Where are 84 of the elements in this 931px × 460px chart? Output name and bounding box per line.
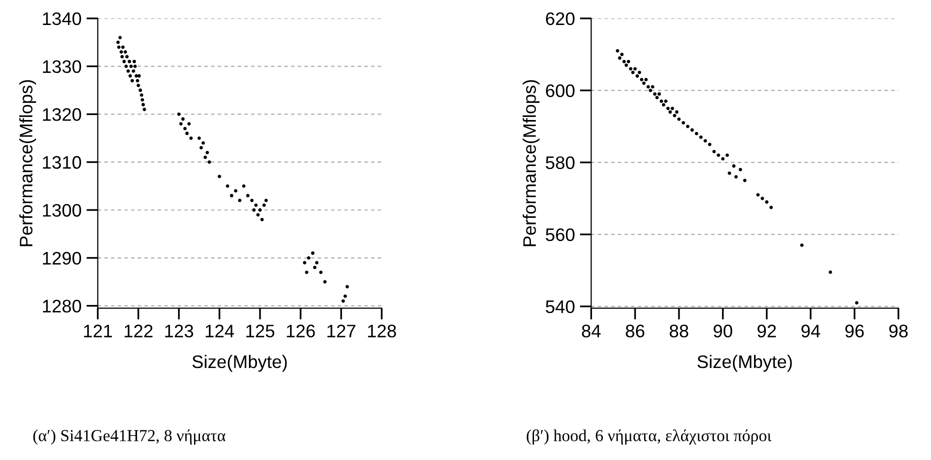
y-axis-title: Performance(Mflops) [522, 80, 540, 246]
point [765, 200, 768, 204]
point [638, 70, 642, 74]
point [644, 78, 648, 82]
point [633, 67, 637, 70]
y-tick-label: 1290 [42, 252, 82, 265]
x-tick-label: 124 [206, 324, 234, 338]
point [658, 92, 661, 96]
x-tick-label: 92 [758, 324, 776, 338]
x-tick-label: 128 [368, 324, 396, 338]
point [670, 106, 674, 110]
point [734, 175, 738, 178]
point [756, 193, 760, 196]
point [690, 128, 694, 132]
x-tick-label: 84 [582, 324, 601, 338]
point [662, 103, 666, 106]
point [721, 157, 725, 160]
x-tick-label: 94 [801, 324, 820, 338]
y-tick-label: 1330 [42, 60, 82, 74]
point [769, 206, 773, 210]
point [800, 244, 804, 247]
x-tick-label: 127 [327, 324, 356, 338]
point [653, 92, 657, 96]
point [618, 56, 622, 60]
point [642, 82, 646, 85]
x-tick-label: 88 [670, 324, 688, 338]
point [677, 118, 681, 121]
point [760, 196, 764, 200]
x-tick-label: 122 [124, 324, 152, 338]
x-tick-label: 90 [714, 324, 732, 338]
point [620, 52, 624, 56]
x-tick-label: 96 [845, 324, 864, 338]
y-axis-title: Performance(Mflops) [19, 80, 36, 246]
point [712, 150, 716, 154]
x-axis-title: Size(Mbyte) [697, 354, 792, 372]
x-tick-label: 86 [626, 324, 644, 338]
point [628, 67, 632, 70]
point [626, 60, 630, 64]
point [738, 168, 742, 172]
y-tick-label: 1280 [42, 300, 82, 313]
point [743, 178, 746, 182]
point [631, 70, 635, 74]
point [732, 164, 736, 168]
point [728, 172, 732, 175]
point [622, 60, 626, 64]
x-tick-label: 125 [246, 324, 274, 338]
x-tick-label: 123 [165, 324, 194, 338]
point [616, 49, 620, 52]
y-tick-label: 600 [546, 84, 575, 98]
point [648, 88, 652, 92]
point [699, 136, 703, 139]
text: (α′) Si41Ge41H72, 8 νήματα [33, 429, 226, 445]
point [726, 154, 729, 157]
y-tick-label: 540 [546, 300, 575, 314]
x-axis-title: Size(Mbyte) [192, 354, 287, 372]
point [672, 114, 676, 118]
point [828, 270, 832, 274]
point [640, 78, 644, 82]
x-tick-label: 98 [889, 324, 908, 338]
y-tick-label: 560 [546, 228, 575, 242]
point [668, 110, 672, 114]
point [636, 74, 639, 78]
y-tick-label: 620 [546, 12, 575, 26]
point [666, 106, 670, 110]
y-tick-label: 580 [546, 156, 575, 170]
point [646, 85, 650, 88]
point [650, 85, 654, 88]
point [675, 110, 678, 114]
point [664, 100, 668, 103]
point [686, 124, 690, 128]
point [716, 154, 720, 157]
y-tick-label: 1340 [42, 12, 82, 26]
y-tick-label: 1300 [42, 204, 82, 217]
x-tick-label: 121 [84, 324, 112, 338]
y-tick-label: 1320 [42, 108, 82, 121]
text: (β′) hood, 6 νήματα, ελάχιστοι πόροι [526, 429, 772, 445]
point [682, 121, 686, 124]
point [855, 301, 858, 304]
point [660, 100, 664, 103]
x-tick-label: 126 [286, 324, 315, 338]
point [708, 142, 712, 146]
point [624, 64, 628, 67]
point [704, 139, 707, 142]
y-tick-label: 1310 [42, 156, 82, 169]
